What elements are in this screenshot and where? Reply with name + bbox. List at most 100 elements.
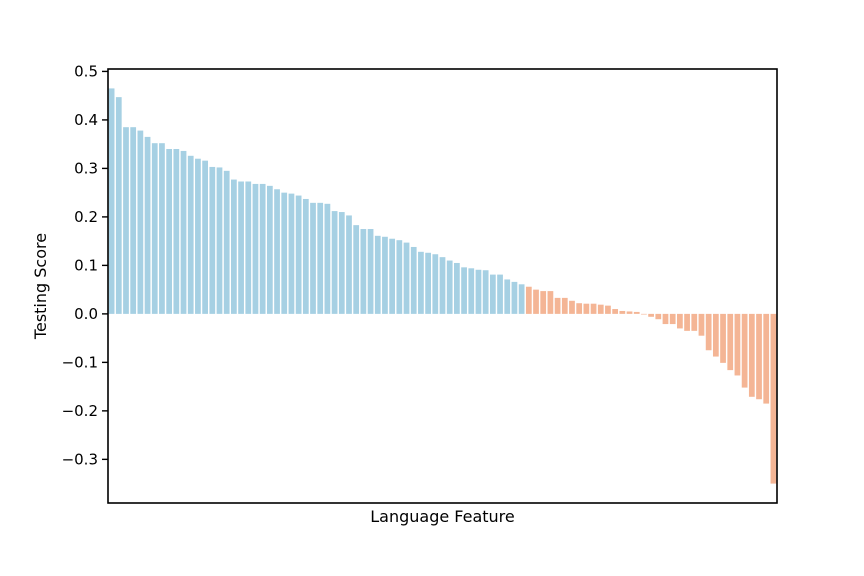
bar [655,313,662,320]
bar [403,242,410,314]
bar [748,313,755,397]
bar [741,313,748,388]
bar [461,267,467,314]
bar [612,309,619,314]
bar [259,183,266,314]
bar [720,313,726,363]
bar [698,313,705,336]
bar [295,195,302,314]
bar [590,303,597,314]
bar [482,270,489,314]
bar [302,198,309,314]
bar [137,130,144,314]
bar [396,240,403,314]
bar [389,238,396,314]
bar [130,127,137,314]
y-axis-label: Testing Score [31,233,50,340]
bar [166,149,173,314]
bar [648,313,654,317]
bar [547,291,554,314]
bar [727,313,734,371]
bar [266,185,273,314]
bar [504,279,511,314]
bar [331,211,338,314]
bar [525,286,532,314]
bar [180,150,187,314]
bar [108,88,115,314]
bar [533,289,539,314]
bar [252,183,259,314]
bar [353,225,360,314]
bar [374,235,381,314]
bar [274,189,280,314]
y-tick-label: −0.1 [62,353,98,371]
y-tick-label: 0.5 [74,62,98,80]
bar [238,181,244,314]
bar [159,143,165,314]
bar [756,313,762,400]
bar [619,310,626,314]
bar [734,313,741,376]
bar [770,313,777,484]
bars-group [108,88,777,484]
bar [144,136,151,314]
bar [511,281,518,314]
y-tick-label: 0.0 [74,305,98,323]
bar [187,155,194,314]
bar [281,192,288,314]
bar [569,300,575,314]
bar [669,313,676,325]
x-axis-label: Language Feature [370,507,515,526]
bar [245,181,252,314]
bar [216,167,223,314]
y-tick-label: 0.2 [74,208,98,226]
bar [202,160,208,314]
bar [626,311,633,314]
bar [115,97,122,314]
bar [195,158,201,314]
bar [346,215,352,314]
bar [705,313,712,351]
bar [561,297,568,314]
y-tick-label: −0.3 [62,450,98,468]
bar [518,284,525,314]
bar [691,313,698,331]
bar [360,229,367,314]
y-tick-label: 0.1 [74,256,98,274]
bar [540,291,547,314]
bar [367,229,374,314]
bar [418,251,424,314]
bar [489,274,496,314]
y-tick-label: −0.2 [62,402,98,420]
bar [231,179,237,314]
bar [173,149,180,314]
bar [123,127,129,314]
bar [583,303,590,314]
bar [223,170,230,314]
bar [597,304,604,314]
bar [712,313,719,357]
bar [633,311,640,314]
y-axis: −0.3 −0.2 −0.1 0.0 0.1 0.2 0.3 0.4 0.5 [62,62,108,468]
bar [382,236,388,314]
bar [554,297,561,314]
bar [468,268,475,314]
bar [576,303,583,314]
bar [432,254,439,314]
bar [338,212,345,314]
bar [641,313,647,315]
bar [425,252,431,314]
bar [439,257,446,314]
bar [410,246,417,314]
bar [454,262,460,314]
y-tick-label: 0.3 [74,159,98,177]
bar [684,313,690,331]
y-tick-label: 0.4 [74,111,98,129]
bar [209,166,216,314]
bar [288,193,295,314]
bar [446,260,453,314]
bar [151,143,158,314]
bar [763,313,770,404]
bar [475,269,482,314]
